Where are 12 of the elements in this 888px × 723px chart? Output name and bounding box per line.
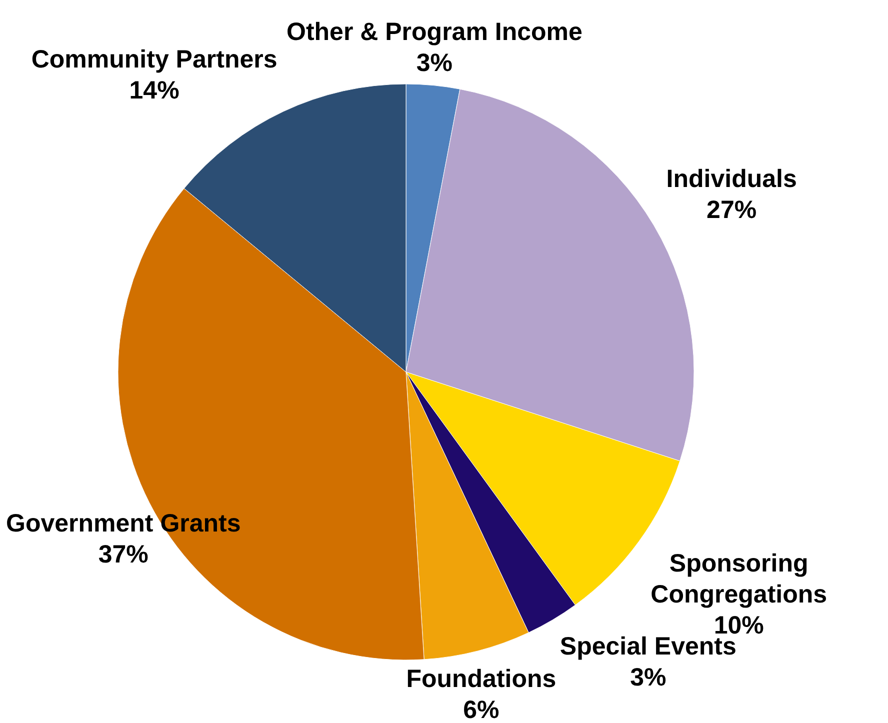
data-label: 14%	[129, 76, 180, 104]
slice-label: Other & Program Income	[286, 18, 582, 46]
data-label: 6%	[463, 696, 500, 723]
slice-label: Government Grants	[6, 509, 241, 538]
data-label: 27%	[706, 196, 757, 224]
slice-label: Individuals	[666, 165, 797, 194]
slice-label: Foundations	[406, 664, 556, 693]
data-label: 3%	[416, 48, 453, 77]
slice-label: Sponsoring Congregations	[650, 550, 828, 609]
slice-label: Community Partners	[31, 45, 278, 74]
data-label: 3%	[630, 663, 666, 692]
data-label: 37%	[98, 540, 148, 568]
